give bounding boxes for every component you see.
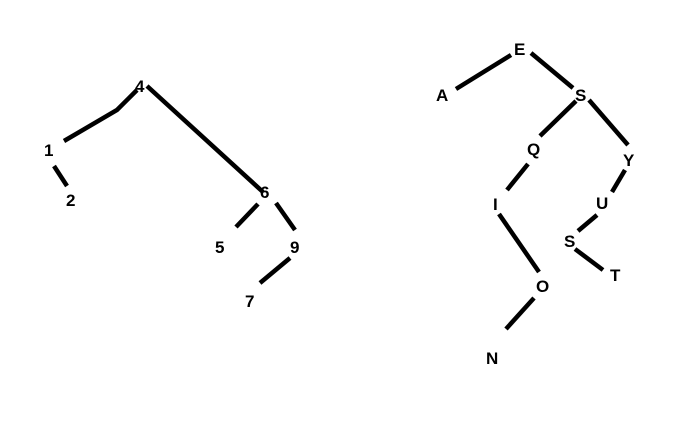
node-9: 9 [290,238,299,257]
edge-4-6 [145,84,265,194]
node-E: E [514,40,525,59]
edge-6-9 [274,201,297,232]
node-Y: Y [623,151,635,170]
edge-S-Y [587,98,630,147]
node-S-leaf: S [564,232,575,251]
edge-U-S [576,213,599,233]
edge-9-7 [258,256,292,285]
node-I: I [493,195,498,214]
edge-4-1 [62,88,139,143]
node-U: U [596,194,608,213]
edge-S-T [573,247,605,272]
node-2: 2 [66,191,75,210]
edge-O-N [504,296,536,331]
node-1: 1 [44,141,53,160]
node-A: A [436,86,448,105]
node-Q: Q [527,140,540,159]
tree-numbers-edges [52,84,297,285]
tree-letters-nodes: E A S Q I O N Y U S T [436,40,635,368]
edge-E-A [454,53,513,91]
edge-1-2 [52,164,69,188]
edge-Q-I [505,162,530,192]
node-T: T [610,266,621,285]
edge-6-5 [234,202,260,229]
node-5: 5 [215,238,224,257]
node-4: 4 [135,77,145,96]
edge-E-S [529,51,575,90]
tree-numbers-nodes: 4 1 2 6 5 9 7 [44,77,299,311]
node-S-root: S [575,86,586,105]
edge-I-O [497,212,541,274]
node-7: 7 [245,292,254,311]
tree-letters-edges [454,51,630,331]
node-6: 6 [260,183,269,202]
edge-Y-U [610,168,627,194]
node-N: N [486,349,498,368]
edge-S-Q [538,99,578,138]
node-O: O [536,277,549,296]
